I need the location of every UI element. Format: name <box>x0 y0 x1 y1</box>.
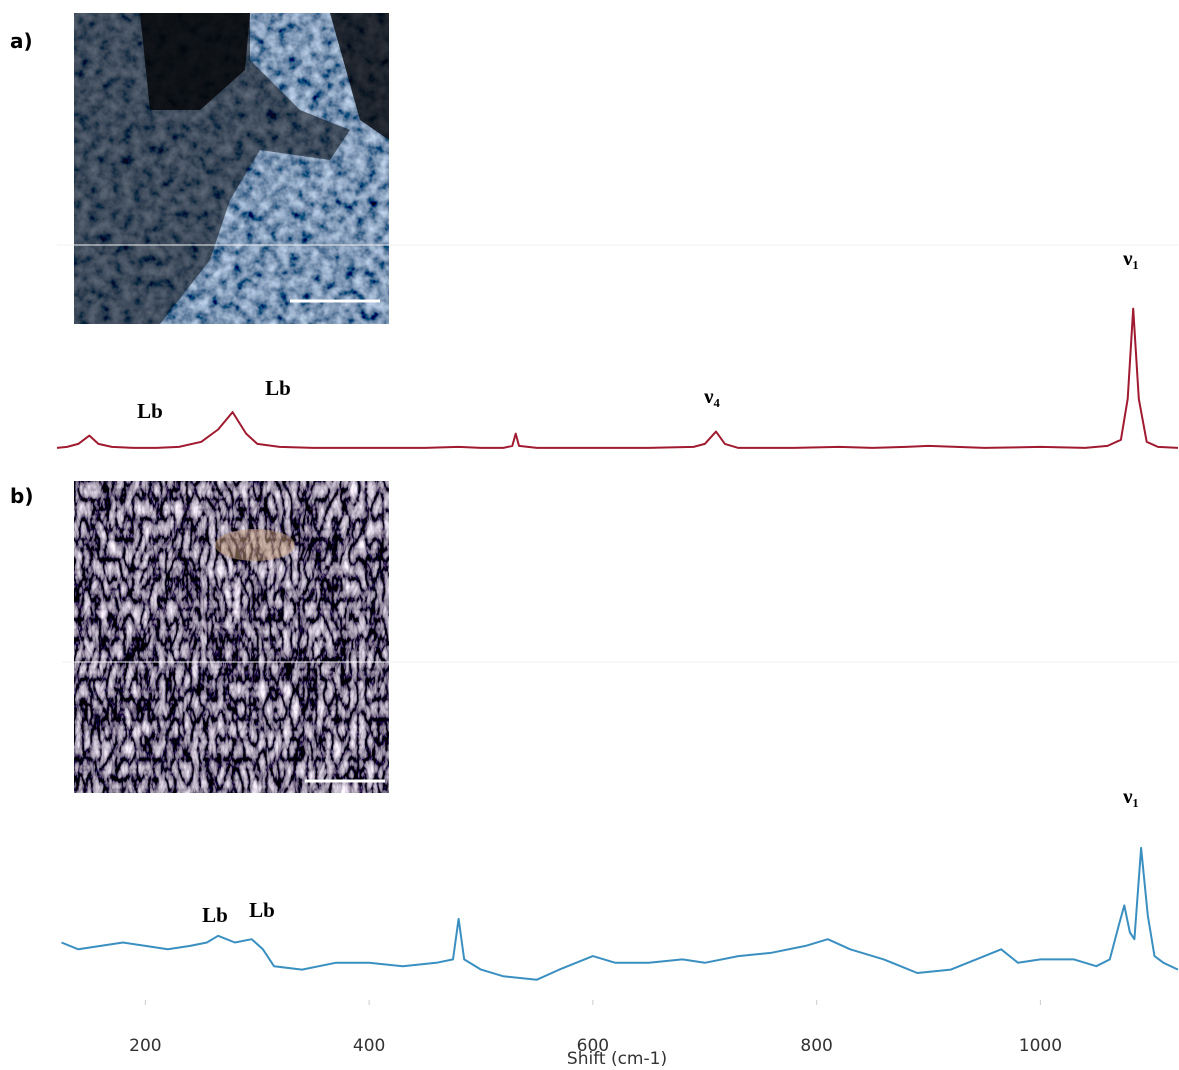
peak-label: Lb <box>202 903 228 927</box>
x-tick-label: 1000 <box>1019 1036 1062 1056</box>
x-tick-label: 600 <box>577 1036 609 1056</box>
x-tick-label: 800 <box>800 1036 832 1056</box>
peak-label: Lb <box>265 376 291 400</box>
peak-label: Lb <box>249 898 275 922</box>
spectrum-line <box>61 846 1179 981</box>
peak-label: ν₁ <box>1122 784 1139 808</box>
panel-label: a) <box>10 29 33 53</box>
x-tick-label: 200 <box>129 1036 161 1056</box>
peak-label: Lb <box>137 399 163 423</box>
panel-label: b) <box>10 484 33 508</box>
micrograph-a <box>74 13 389 324</box>
peak-label: ν₁ <box>1122 246 1139 270</box>
micrograph-b <box>74 481 389 793</box>
x-axis-label: Shift (cm-1) <box>567 1049 667 1069</box>
spectrum-line <box>56 307 1179 449</box>
x-tick-label: 400 <box>353 1036 385 1056</box>
peak-label: ν₄ <box>703 384 720 408</box>
